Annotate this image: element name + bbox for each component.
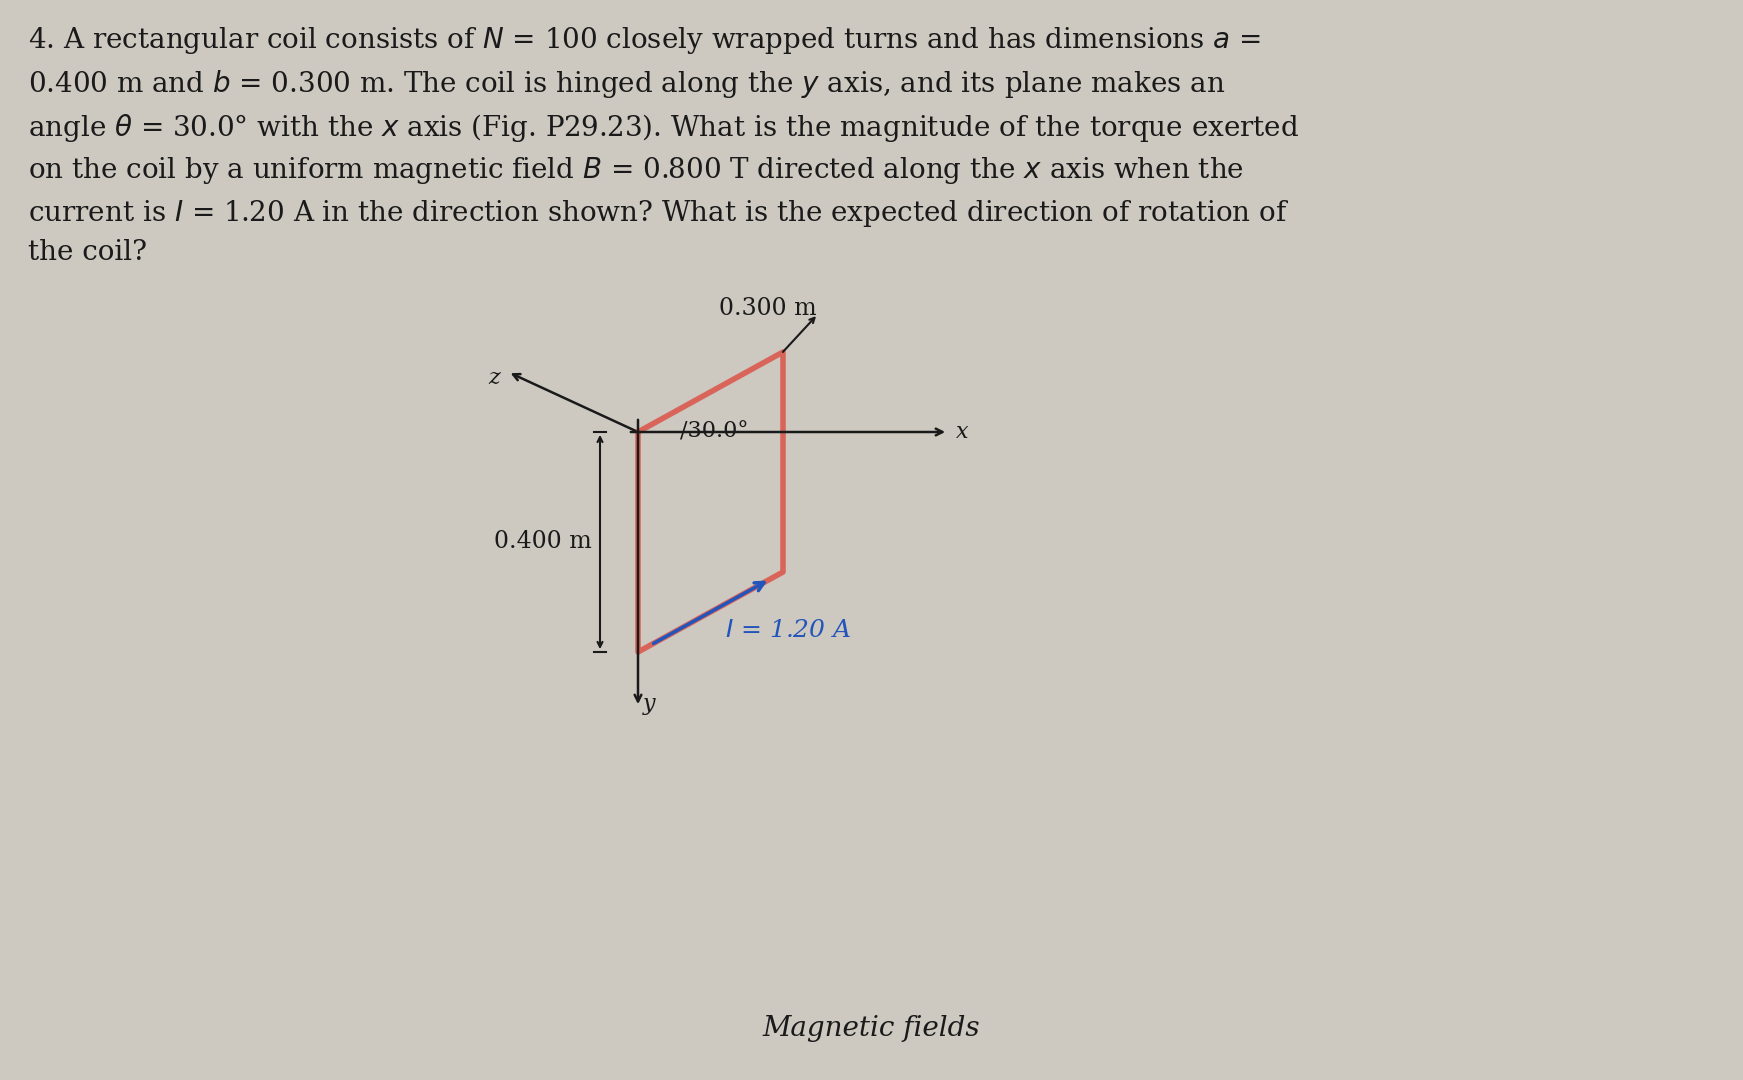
Text: Magnetic fields: Magnetic fields — [762, 1015, 980, 1042]
Text: y: y — [643, 693, 655, 715]
Text: z: z — [488, 367, 500, 389]
Text: 0.300 m: 0.300 m — [720, 297, 817, 320]
Text: 4. A rectangular coil consists of $N$ = 100 closely wrapped turns and has dimens: 4. A rectangular coil consists of $N$ = … — [28, 25, 1299, 267]
Text: /30.0°: /30.0° — [680, 420, 748, 442]
Text: 0.400 m: 0.400 m — [495, 530, 593, 553]
Text: $I$ = 1.20 A: $I$ = 1.20 A — [725, 619, 852, 642]
Text: x: x — [955, 421, 969, 443]
